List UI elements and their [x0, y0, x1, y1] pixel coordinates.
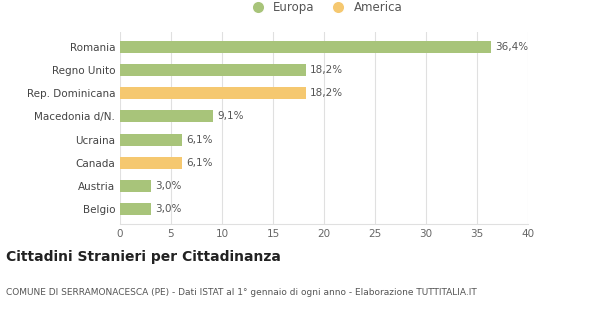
Text: COMUNE DI SERRAMONACESCA (PE) - Dati ISTAT al 1° gennaio di ogni anno - Elaboraz: COMUNE DI SERRAMONACESCA (PE) - Dati IST… [6, 288, 477, 297]
Bar [120, 157, 182, 169]
Bar [120, 87, 305, 99]
Bar [120, 41, 491, 53]
Text: 3,0%: 3,0% [155, 181, 181, 191]
Text: Cittadini Stranieri per Cittadinanza: Cittadini Stranieri per Cittadinanza [6, 250, 281, 264]
Text: 18,2%: 18,2% [310, 65, 343, 75]
Bar [120, 203, 151, 215]
Text: 9,1%: 9,1% [217, 111, 244, 121]
Text: 6,1%: 6,1% [187, 158, 213, 168]
Legend: Europa, America: Europa, America [241, 0, 407, 19]
Text: 36,4%: 36,4% [496, 42, 529, 52]
Bar [120, 110, 213, 123]
Text: 6,1%: 6,1% [187, 135, 213, 145]
Text: 3,0%: 3,0% [155, 204, 181, 214]
Bar [120, 180, 151, 192]
Bar [120, 133, 182, 146]
Bar [120, 64, 305, 76]
Text: 18,2%: 18,2% [310, 88, 343, 98]
